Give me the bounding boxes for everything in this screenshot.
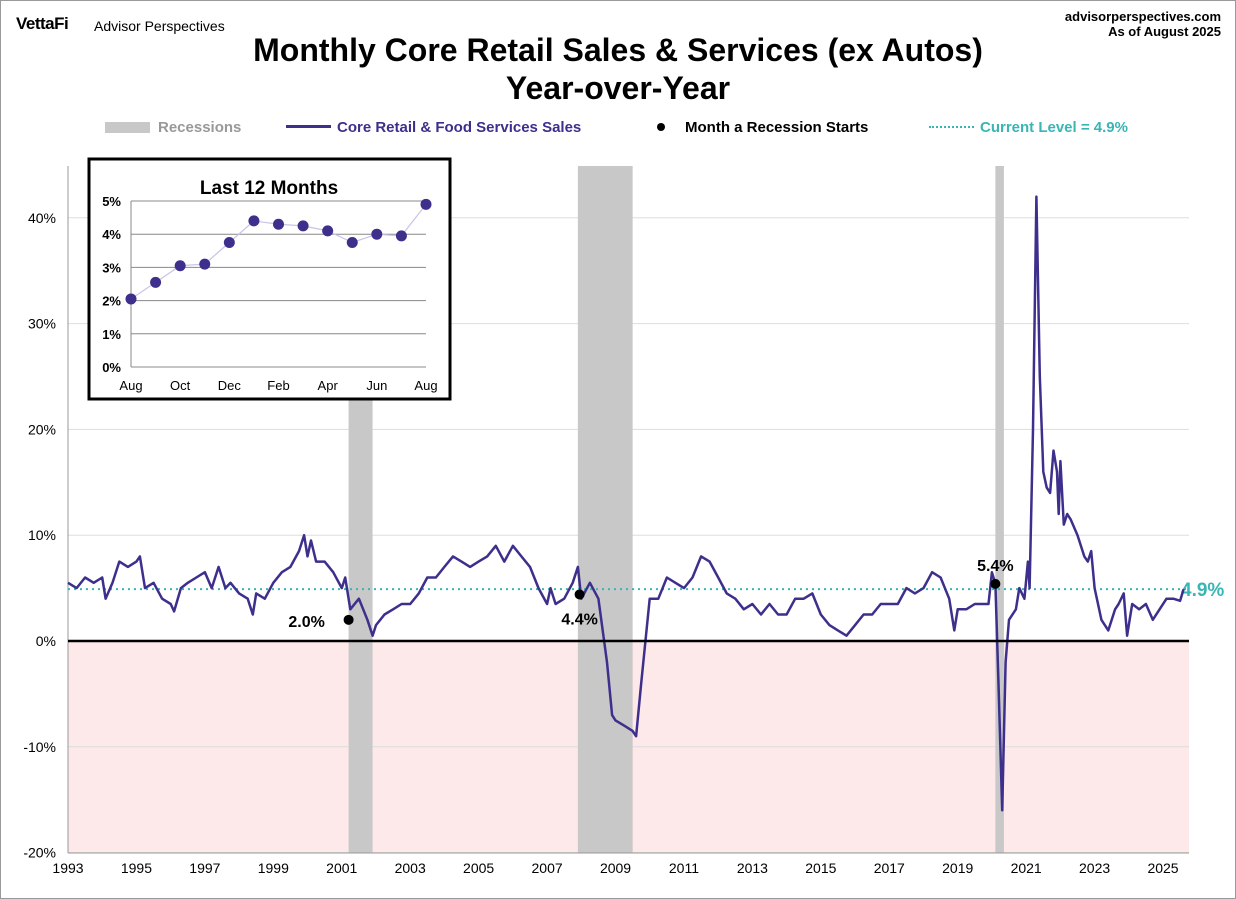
x-tick-label: 2007 (532, 860, 563, 876)
y-tick-label: 20% (28, 421, 56, 437)
inset-title: Last 12 Months (200, 178, 338, 199)
chart-title: Monthly Core Retail Sales & Services (ex… (1, 31, 1235, 107)
inset-point (322, 225, 334, 237)
x-tick-label: 2003 (395, 860, 426, 876)
inset-y-tick-label: 5% (102, 194, 121, 209)
recession-start-marker (990, 578, 1001, 589)
inset-x-tick-label: Oct (170, 378, 191, 393)
inset-y-tick-label: 3% (102, 260, 121, 275)
x-tick-label: 2017 (874, 860, 905, 876)
x-tick-label: 2019 (942, 860, 973, 876)
inset-point (223, 237, 235, 248)
inset-x-tick-label: Aug (119, 378, 142, 393)
x-tick-label: 2009 (600, 860, 631, 876)
recession-start-marker (343, 614, 354, 625)
recession-band (995, 166, 1004, 853)
y-tick-label: -10% (23, 739, 56, 755)
x-tick-label: 1993 (52, 860, 83, 876)
legend-recessions: Recessions (105, 119, 241, 136)
x-tick-label: 2025 (1147, 860, 1178, 876)
source-info: advisorperspectives.com As of August 202… (1065, 9, 1221, 39)
inset-point (125, 293, 137, 305)
inset-point (150, 276, 162, 288)
inset-y-tick-label: 0% (102, 360, 121, 375)
site-url: advisorperspectives.com (1064, 9, 1221, 24)
title-line: Monthly Core Retail Sales & Services (ex… (253, 32, 983, 68)
x-tick-label: 2015 (805, 860, 836, 876)
inset-y-tick-label: 4% (102, 227, 121, 242)
inset-point (395, 230, 407, 242)
current-level-label: 4.9% (1181, 580, 1224, 601)
legend-recession-start: Month a Recession Starts (657, 119, 868, 136)
inset-frame (87, 157, 452, 401)
recession-band (577, 166, 633, 853)
recession-start-label: 4.4% (561, 611, 597, 628)
recession-start-label: 5.4% (977, 558, 1013, 575)
inset-point (273, 218, 284, 230)
inset-point (371, 228, 383, 240)
x-tick-label: 1997 (189, 860, 220, 876)
legend-series: Core Retail & Food Services Sales (286, 119, 581, 136)
recession-start-label: 2.0% (288, 614, 324, 631)
recession-start-marker (574, 589, 585, 600)
x-tick-label: 2005 (463, 860, 494, 876)
inset-point (420, 198, 432, 210)
vettafi-logo: VettaFi (16, 14, 69, 33)
x-tick-label: 1995 (121, 860, 152, 876)
x-tick-label: 2021 (1011, 860, 1042, 876)
inset-x-tick-label: Apr (318, 378, 339, 393)
inset-x-tick-label: Feb (267, 378, 289, 393)
y-tick-label: 30% (28, 316, 56, 332)
x-tick-label: 2011 (669, 860, 699, 876)
brand-name: Advisor Perspectives (94, 18, 225, 34)
as-of-date: As of August 2025 (1108, 24, 1221, 39)
inset-y-tick-label: 1% (102, 327, 121, 342)
inset-point (297, 220, 309, 232)
inset-point (199, 258, 211, 270)
y-tick-label: 0% (36, 633, 56, 649)
inset-point (346, 237, 358, 248)
x-tick-label: 1999 (258, 860, 289, 876)
x-tick-label: 2013 (737, 860, 768, 876)
x-tick-label: 2023 (1079, 860, 1110, 876)
inset-y-tick-label: 2% (102, 294, 121, 309)
inset-x-tick-label: Jun (366, 378, 387, 393)
series-line (67, 195, 1185, 812)
y-tick-label: 40% (28, 210, 56, 226)
inset-x-tick-label: Dec (218, 378, 242, 393)
x-tick-label: 2001 (326, 860, 357, 876)
y-tick-label: -20% (23, 845, 56, 861)
inset-chart: Last 12 Months 0% 1% 2% 3% 4% 5% Aug Oct Dec Feb Ap… (87, 157, 452, 401)
inset-point (174, 260, 186, 272)
inset-x-tick-label: Aug (414, 378, 437, 393)
subtitle-line: Year-over-Year (505, 70, 731, 106)
legend-current-level: Current Level = 4.9% (929, 119, 1128, 136)
inset-point (248, 215, 260, 227)
y-tick-label: 10% (28, 527, 56, 543)
